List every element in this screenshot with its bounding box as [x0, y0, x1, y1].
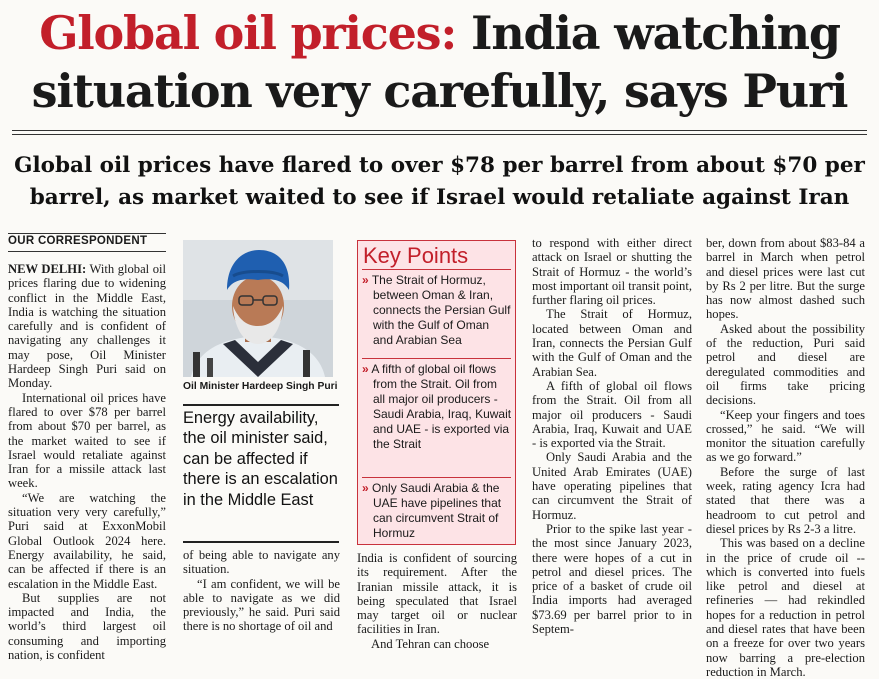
- byline-rule-top: [8, 233, 166, 234]
- key-point-text: A fifth of global oil flows from the Str…: [371, 362, 512, 452]
- bullet-arrow-icon: »: [362, 273, 369, 287]
- paragraph: But supplies are not impacted and India,…: [8, 590, 166, 663]
- paragraph: “We are watching the situation very very…: [8, 490, 166, 591]
- paragraph: “I am confident, we will be able to navi…: [183, 576, 340, 634]
- article-column-1: NEW DELHI: With global oil prices flarin…: [8, 262, 166, 662]
- paragraph: Asked about the possibility of the reduc…: [706, 321, 865, 408]
- paragraph: And Tehran can choose: [371, 636, 490, 651]
- minister-portrait-image: [183, 240, 333, 377]
- headline-rule-2: [12, 134, 867, 135]
- pullquote-rule-bottom: [183, 541, 339, 543]
- headline-red-part: Global oil prices:: [39, 6, 457, 60]
- key-points-title: Key Points: [363, 243, 469, 268]
- headline-rule: [12, 130, 867, 131]
- article-column-2: of being able to navigate any situation.…: [183, 548, 340, 634]
- article-column-5: ber, down from about $83-84 a barrel in …: [706, 236, 865, 679]
- key-point-text: The Strait of Hormuz, between Oman & Ira…: [371, 273, 511, 348]
- subheadline-line-2: barrel, as market waited to see if Israe…: [29, 185, 850, 210]
- paragraph: Only Saudi Arabia and the United Arab Em…: [532, 450, 692, 522]
- paragraph: “Keep your fingers and toes crossed,” he…: [706, 407, 865, 465]
- paragraph: NEW DELHI: With global oil prices flarin…: [8, 262, 166, 391]
- byline-rule-bottom: [8, 251, 166, 252]
- headline-black-part: India watching: [471, 6, 841, 60]
- paragraph: India is confident of sourcing its requi…: [357, 551, 517, 637]
- photo-caption: Oil Minister Hardeep Singh Puri: [183, 381, 338, 392]
- paragraph: Before the surge of last week, rating ag…: [706, 464, 865, 536]
- key-point-item: » Only Saudi Arabia & the UAE have pipel…: [362, 481, 512, 541]
- subheadline: Global oil prices have flared to over $7…: [0, 150, 879, 214]
- paragraph: International oil prices have flared to …: [8, 390, 166, 491]
- pullquote-rule-top: [183, 404, 339, 406]
- paragraph: of being able to navigate any situation.: [183, 548, 340, 577]
- headline-line-2: situation very carefully, says Puri: [31, 64, 849, 118]
- paragraph: Prior to the spike last year - the most …: [532, 521, 692, 637]
- bullet-arrow-icon: »: [362, 481, 369, 495]
- key-points-divider: [362, 269, 511, 270]
- paragraph: to respond with either direct attack on …: [532, 236, 692, 308]
- minister-photo: [183, 240, 333, 377]
- key-point-item: » The Strait of Hormuz, between Oman & I…: [362, 273, 512, 348]
- headline-line-1: Global oil prices: India watching: [0, 4, 879, 62]
- pullquote: Energy availability, the oil minister sa…: [183, 409, 338, 509]
- key-points-divider: [362, 477, 511, 478]
- key-point-text: Only Saudi Arabia & the UAE have pipelin…: [372, 481, 502, 541]
- paragraph-text: With global oil prices flaring due to wi…: [8, 262, 167, 391]
- key-point-item: » A fifth of global oil flows from the S…: [362, 362, 512, 453]
- paragraph: A fifth of global oil flows from the Str…: [532, 378, 692, 451]
- key-points-divider: [362, 358, 511, 359]
- headline: Global oil prices: India watching situat…: [0, 4, 879, 120]
- article-column-3: India is confident of sourcing its requi…: [357, 551, 517, 651]
- paragraph: ber, down from about $83-84 a barrel in …: [706, 236, 865, 322]
- subheadline-line-1: Global oil prices have flared to over $7…: [14, 153, 865, 178]
- key-points-box: Key Points » The Strait of Hormuz, betwe…: [357, 240, 516, 545]
- byline: OUR CORRESPONDENT: [8, 235, 148, 247]
- dateline: NEW DELHI:: [8, 262, 87, 276]
- article-column-4: to respond with either direct attack on …: [532, 236, 692, 636]
- bullet-arrow-icon: »: [362, 362, 369, 376]
- paragraph: This was based on a decline in the price…: [706, 536, 865, 679]
- paragraph: The Strait of Hormuz, located between Om…: [532, 307, 692, 379]
